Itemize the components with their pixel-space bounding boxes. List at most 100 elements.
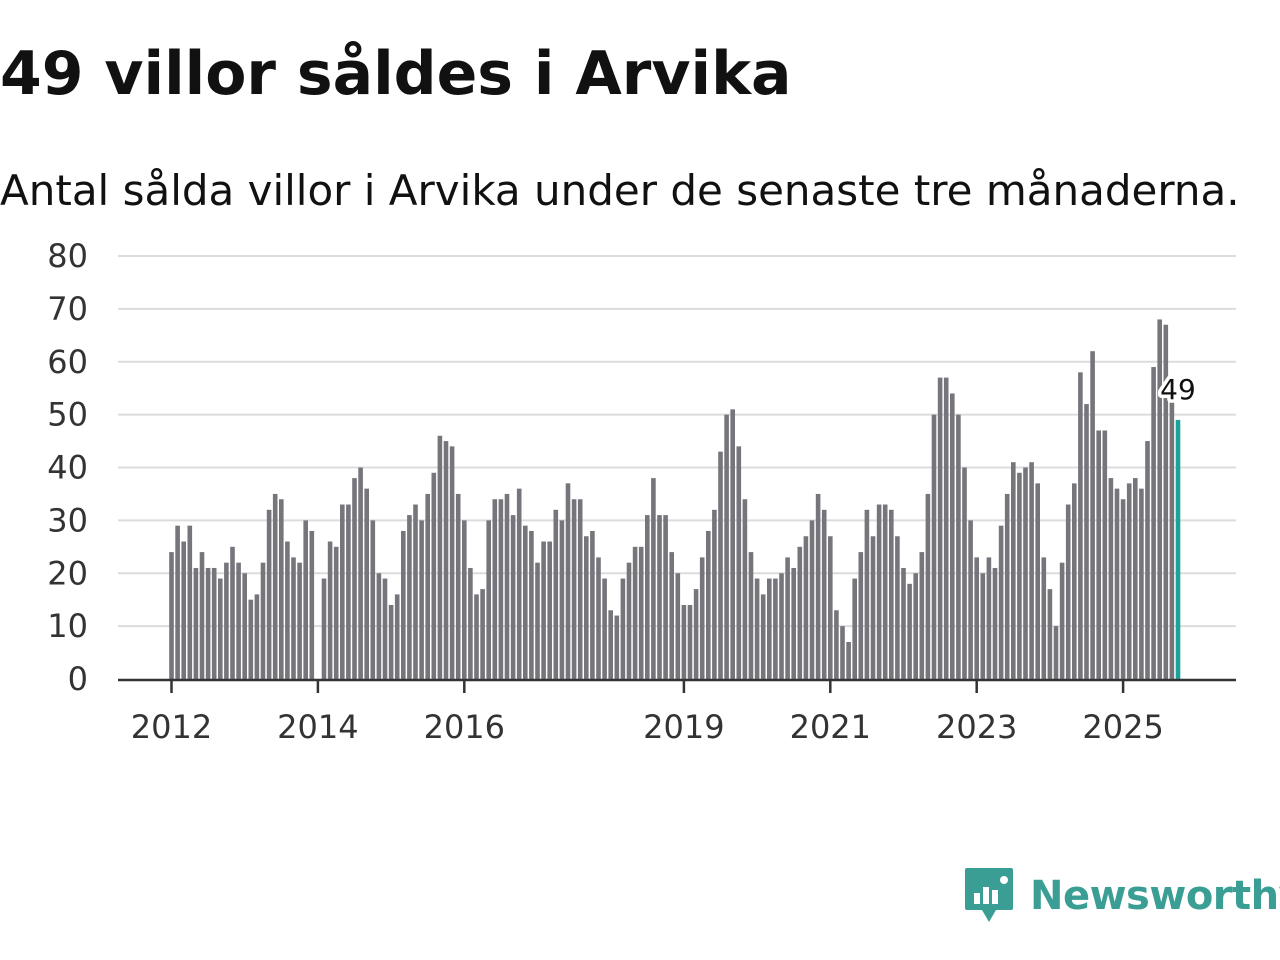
- bar: [309, 530, 315, 679]
- bar: [1139, 488, 1144, 679]
- bar: [437, 435, 443, 679]
- value-annotation: 49: [1157, 369, 1200, 409]
- bar: [858, 552, 864, 679]
- bar: [1163, 324, 1169, 679]
- bar: [303, 520, 308, 680]
- bar: [907, 583, 912, 679]
- bar: [919, 552, 925, 679]
- bar: [474, 594, 479, 679]
- bar: [584, 536, 589, 679]
- bar: [486, 520, 491, 680]
- bar: [559, 520, 565, 680]
- bar: [529, 530, 534, 679]
- bar: [925, 493, 931, 679]
- bar: [480, 589, 485, 679]
- bar: [370, 520, 376, 680]
- bar: [236, 562, 241, 679]
- bar: [645, 515, 650, 679]
- bar: [1035, 483, 1040, 679]
- bar: [773, 578, 778, 679]
- bar: [382, 578, 388, 679]
- bar: [889, 509, 894, 679]
- bar: [285, 541, 290, 679]
- bar: [419, 520, 424, 680]
- bar: [760, 594, 766, 679]
- bar: [956, 414, 961, 680]
- bar: [687, 604, 693, 679]
- bar: [1114, 488, 1120, 679]
- bar: [876, 504, 882, 679]
- bar: [297, 562, 302, 679]
- x-tick-label: 2016: [424, 708, 505, 746]
- bar: [388, 604, 394, 679]
- bar: [425, 493, 430, 679]
- bar: [327, 541, 333, 679]
- bar: [175, 525, 180, 679]
- bar: [651, 478, 656, 679]
- bar: [523, 525, 528, 679]
- y-axis-labels: 0 10 20 30 40 50 60 70 80: [47, 237, 88, 698]
- bar: [1145, 441, 1150, 679]
- bar: [1078, 372, 1083, 679]
- bar: [706, 530, 711, 679]
- gridlines: [118, 255, 1236, 628]
- x-tick-label: 2019: [643, 708, 724, 746]
- bar: [1169, 393, 1175, 679]
- x-axis-ticks: 2012 2014 2016 2019 2021 2023 2025: [131, 680, 1164, 746]
- bar: [669, 552, 674, 679]
- y-tick-label: 30: [47, 501, 88, 539]
- bar: [1133, 478, 1138, 679]
- bar: [352, 478, 357, 679]
- x-tick-label: 2014: [277, 708, 358, 746]
- bar: [596, 557, 601, 679]
- bar: [626, 562, 632, 679]
- bar: [1017, 472, 1022, 679]
- x-tick-label: 2021: [790, 708, 871, 746]
- bar: [1108, 478, 1114, 679]
- bar: [266, 509, 272, 679]
- bar: [224, 562, 229, 679]
- bar: [895, 536, 900, 679]
- y-tick-label: 20: [47, 554, 88, 592]
- bar: [498, 499, 504, 679]
- bar: [1102, 430, 1108, 679]
- bar: [541, 541, 546, 679]
- bar: [693, 589, 699, 679]
- bar: [455, 493, 461, 679]
- bar: [1151, 367, 1156, 679]
- bar: [736, 446, 742, 679]
- bar: [443, 441, 449, 679]
- bar: [1084, 404, 1089, 679]
- bar: [864, 509, 870, 679]
- x-tick-label: 2012: [131, 708, 212, 746]
- bar: [279, 499, 284, 679]
- bar: [681, 604, 687, 679]
- bar: [1096, 430, 1101, 679]
- bar: [980, 573, 986, 679]
- x-tick-label: 2023: [936, 708, 1017, 746]
- bar: [413, 504, 418, 679]
- bar: [468, 567, 473, 679]
- bar: [254, 594, 260, 679]
- bar: [376, 573, 382, 679]
- bar: [870, 536, 876, 679]
- y-tick-label: 10: [47, 607, 88, 645]
- bar: [913, 573, 918, 679]
- bar: [1059, 562, 1065, 679]
- bar: [943, 377, 949, 679]
- bar: [333, 546, 339, 679]
- brand-logo: Newsworthy: [964, 866, 1280, 926]
- bar: [992, 567, 998, 679]
- bar: [211, 567, 217, 679]
- bar: [724, 414, 729, 680]
- bar: [260, 562, 266, 679]
- bar: [492, 499, 498, 679]
- bar: [1120, 499, 1126, 679]
- bar: [986, 557, 992, 679]
- bar: [754, 578, 760, 679]
- bar: [205, 567, 211, 679]
- bar-latest: [1175, 419, 1181, 679]
- bar: [1072, 483, 1077, 679]
- bar: [699, 557, 705, 679]
